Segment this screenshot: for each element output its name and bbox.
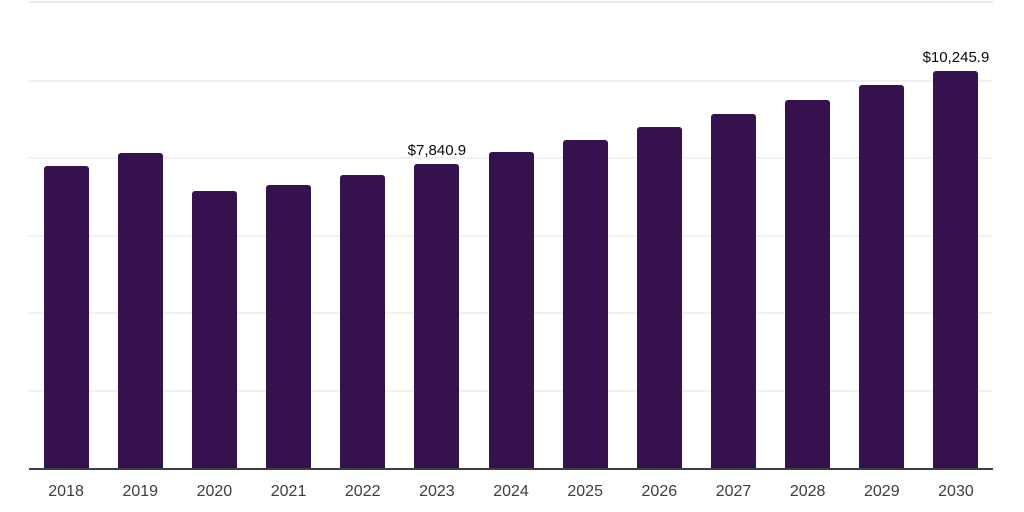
bar-cell-2028 <box>771 3 845 468</box>
bar-cell-2023: $7,840.9 <box>400 3 474 468</box>
bar-2029 <box>859 84 905 468</box>
bar-2027 <box>710 114 756 468</box>
bar-cell-2029 <box>845 3 919 468</box>
bar-cell-2019 <box>103 3 177 468</box>
bar-cell-2024 <box>474 3 548 468</box>
gridline <box>29 79 993 82</box>
plot-area: $7,840.9 $10,245.9 <box>29 1 993 470</box>
bar-2030: $10,245.9 <box>923 50 989 468</box>
x-tick-label-2030: 2030 <box>938 483 974 500</box>
bar-2028 <box>785 100 831 468</box>
x-tick-label-2018: 2018 <box>48 483 84 500</box>
bar-value-label-2023: $7,840.9 <box>407 142 467 160</box>
bar-cell-2026 <box>622 3 696 468</box>
bar-2018 <box>43 166 89 468</box>
bar-cell-2025 <box>548 3 622 468</box>
x-tick-label-2027: 2027 <box>715 483 752 500</box>
bar-value-label-2030: $10,245.9 <box>922 48 990 66</box>
bar-cell-2030: $10,245.9 <box>919 3 993 468</box>
bar-cell-2022 <box>326 3 400 468</box>
x-tick-label-2020: 2020 <box>196 483 233 500</box>
x-axis-labels: 2018 2019 2020 2021 2022 2023 2024 2025 2026 2027… <box>29 484 993 500</box>
x-tick-label-2023: 2023 <box>419 483 455 500</box>
bar-cell-2021 <box>251 3 325 468</box>
x-tick-label-2028: 2028 <box>789 483 826 500</box>
x-tick-label-2025: 2025 <box>567 483 603 500</box>
x-tick-label-2026: 2026 <box>641 483 678 500</box>
bar-2022 <box>340 175 386 468</box>
x-tick-label-2024: 2024 <box>493 483 529 500</box>
x-tick-label-2022: 2022 <box>344 483 381 500</box>
bar-2026 <box>636 127 682 468</box>
x-tick-label-2019: 2019 <box>122 483 159 500</box>
bar-2019 <box>117 152 163 468</box>
bar-2021 <box>266 185 312 468</box>
x-tick-label-2021: 2021 <box>270 483 307 500</box>
bar-2023: $7,840.9 <box>408 143 466 468</box>
bar-cell-2018 <box>29 3 103 468</box>
x-tick-label-2029: 2029 <box>864 483 900 500</box>
bar-cell-2027 <box>696 3 770 468</box>
bar-2024 <box>488 152 534 468</box>
bar-2025 <box>562 140 608 468</box>
bars-container: $7,840.9 $10,245.9 <box>29 3 993 468</box>
bar-2020 <box>191 191 237 468</box>
bar-cell-2020 <box>177 3 251 468</box>
